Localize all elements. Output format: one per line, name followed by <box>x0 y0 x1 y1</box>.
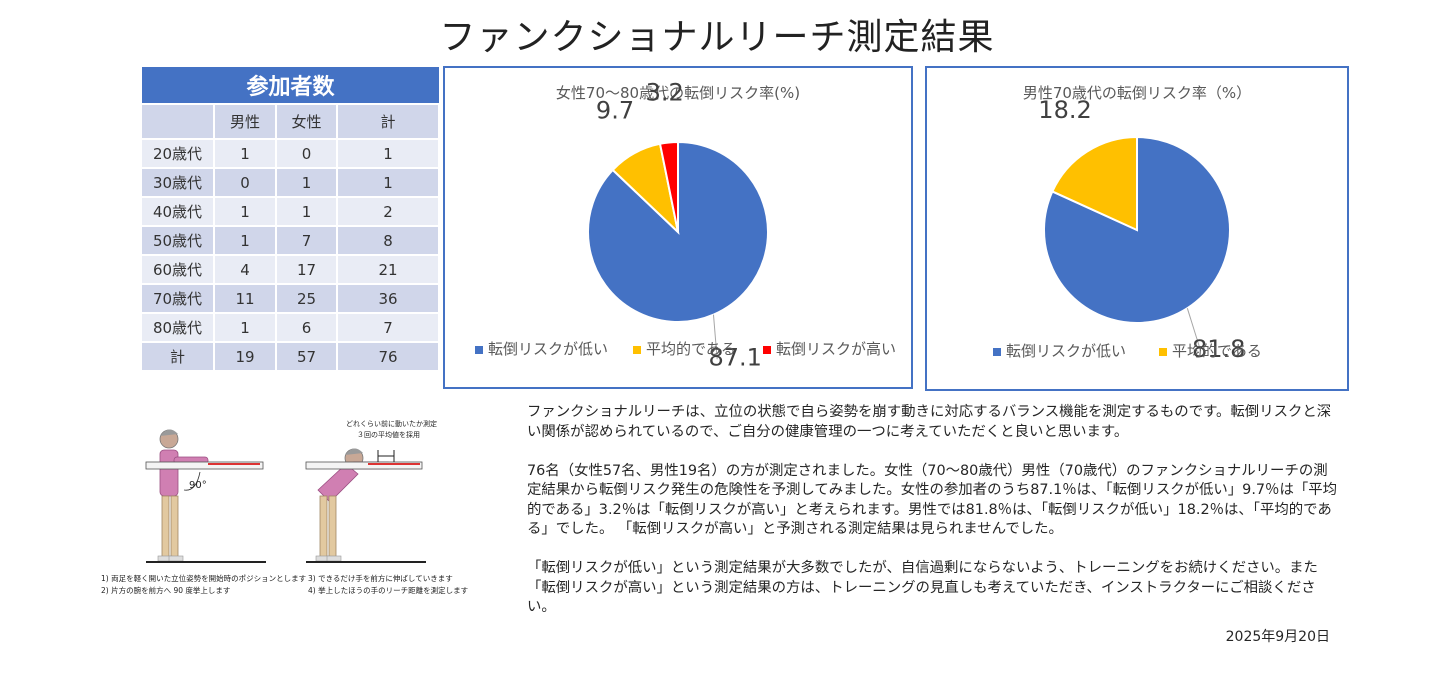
value-cell: 1 <box>337 138 441 168</box>
measuring-board-2 <box>305 461 423 470</box>
legend-swatch <box>1159 348 1167 356</box>
data-label: 9.7 <box>596 96 634 124</box>
leader-line <box>712 314 718 360</box>
legend-label: 転倒リスクが高い <box>776 340 896 358</box>
value-cell: 7 <box>276 225 338 255</box>
pie-slice-2 <box>658 140 679 233</box>
report-date: 2025年9月20日 <box>1225 629 1330 645</box>
value-cell: 36 <box>337 283 441 313</box>
functional-reach-illustration: 90° どれくらい前に動いたか測定 ３回の平均値を採用 1) 両足を軽く開いた立… <box>96 412 496 612</box>
legend-swatch <box>763 346 771 354</box>
female-pie-svg: 女性70〜80歳代の転倒リスク率(%) 87.1 9.7 3.2 転倒リスクが低い 平均的… <box>475 79 896 371</box>
data-label: 18.2 <box>1038 96 1091 124</box>
table-row: 20歳代 1 0 1 <box>142 138 441 168</box>
value-cell: 21 <box>337 254 441 284</box>
figure-note-1: どれくらい前に動いたか測定 <box>346 419 437 428</box>
pie-slice-0 <box>1043 135 1231 324</box>
row-label-cell: 20歳代 <box>142 138 215 168</box>
chart-title: 男性70歳代の転倒リスク率（%） <box>1023 84 1251 102</box>
value-cell: 1 <box>214 312 277 342</box>
data-label: 87.1 <box>708 343 761 371</box>
value-cell: 57 <box>276 341 338 370</box>
row-label-cell: 計 <box>142 341 215 370</box>
column-header <box>142 103 215 139</box>
pie-slice-1 <box>1051 135 1138 232</box>
value-cell: 11 <box>214 283 277 313</box>
angle-label: 90° <box>189 480 207 491</box>
column-header: 女性 <box>276 103 338 139</box>
value-cell: 2 <box>337 196 441 226</box>
value-cell: 1 <box>214 196 277 226</box>
description-paragraph-2: 76名（女性57名、男性19名）の方が測定されました。女性（70〜80歳代）男性… <box>527 462 1338 538</box>
column-header: 男性 <box>214 103 277 139</box>
legend-label: 転倒リスクが低い <box>488 340 608 358</box>
value-cell: 19 <box>214 341 277 370</box>
row-label-cell: 30歳代 <box>142 167 215 197</box>
table-row: 30歳代 0 1 1 <box>142 167 441 197</box>
standing-person-figure <box>157 429 209 562</box>
table-row: 70歳代 11 25 36 <box>142 283 441 313</box>
chart-title: 女性70〜80歳代の転倒リスク率(%) <box>556 84 800 102</box>
description-paragraph-1: ファンクショナルリーチは、立位の状態で自ら姿勢を崩す動きに対応するバランス機能を… <box>527 404 1332 440</box>
row-label-cell: 40歳代 <box>142 196 215 226</box>
row-label-cell: 70歳代 <box>142 283 215 313</box>
value-cell: 1 <box>337 167 441 197</box>
description-paragraph-3: 「転倒リスクが低い」という測定結果が大多数でしたが、自信過剰にならないよう、トレ… <box>527 560 1318 615</box>
step-3: 3) できるだけ手を前方に伸ばしていきます <box>308 573 453 583</box>
data-label: 3.2 <box>646 79 684 107</box>
table-header-row: 男性 女性 計 <box>142 103 441 139</box>
table-row: 40歳代 1 1 2 <box>142 196 441 226</box>
leader-line <box>1186 308 1202 352</box>
row-label-cell: 50歳代 <box>142 225 215 255</box>
value-cell: 6 <box>276 312 338 342</box>
value-cell: 0 <box>276 138 338 168</box>
data-label: 81.8 <box>1192 335 1245 363</box>
step-4: 4) 挙上したほうの手のリーチ距離を測定します <box>308 585 468 595</box>
female-risk-chart: 女性70〜80歳代の転倒リスク率(%) 87.1 9.7 3.2 転倒リスクが低い 平均的… <box>443 66 913 389</box>
table-row: 50歳代 1 7 8 <box>142 225 441 255</box>
participants-table: 参加者数 男性 女性 計 20歳代 1 0 1 30歳代 0 1 1 40歳代 1 1 2 50歳代 1 7… <box>142 67 441 370</box>
table-row: 計 19 57 76 <box>142 341 441 370</box>
legend-label: 転倒リスクが低い <box>1006 342 1126 360</box>
value-cell: 1 <box>276 196 338 226</box>
value-cell: 8 <box>337 225 441 255</box>
value-cell: 25 <box>276 283 338 313</box>
value-cell: 1 <box>276 167 338 197</box>
reach-figure-svg: 90° どれくらい前に動いたか測定 ３回の平均値を採用 1) 両足を軽く開いた立… <box>101 419 468 595</box>
legend-label: 平均的である <box>646 340 736 358</box>
step-1: 1) 両足を軽く開いた立位姿勢を開始時のポジションとします <box>101 573 306 583</box>
row-label-cell: 80歳代 <box>142 312 215 342</box>
legend-swatch <box>475 346 483 354</box>
value-cell: 0 <box>214 167 277 197</box>
value-cell: 4 <box>214 254 277 284</box>
legend-swatch <box>993 348 1001 356</box>
legend-swatch <box>633 346 641 354</box>
step-2: 2) 片方の腕を前方へ 90 度挙上します <box>101 585 230 595</box>
legend-label: 平均的である <box>1172 342 1262 360</box>
measuring-board <box>145 461 264 470</box>
value-cell: 1 <box>214 138 277 168</box>
column-header: 計 <box>337 103 441 139</box>
row-label-cell: 60歳代 <box>142 254 215 284</box>
value-cell: 1 <box>214 225 277 255</box>
male-pie-svg: 男性70歳代の転倒リスク率（%） 81.8 18.2 転倒リスクが低い 平均的である <box>993 84 1262 363</box>
value-cell: 17 <box>276 254 338 284</box>
table-row: 60歳代 4 17 21 <box>142 254 441 284</box>
figure-note-2: ３回の平均値を採用 <box>357 430 420 439</box>
male-risk-chart: 男性70歳代の転倒リスク率（%） 81.8 18.2 転倒リスクが低い 平均的である <box>925 66 1349 391</box>
table-caption: 参加者数 <box>142 67 440 104</box>
value-cell: 7 <box>337 312 441 342</box>
value-cell: 76 <box>337 341 441 370</box>
description-text: ファンクショナルリーチは、立位の状態で自ら姿勢を崩す動きに対応するバランス機能を… <box>527 403 1339 618</box>
table-row: 80歳代 1 6 7 <box>142 312 441 342</box>
page-title: ファンクショナルリーチ測定結果 <box>439 17 995 58</box>
